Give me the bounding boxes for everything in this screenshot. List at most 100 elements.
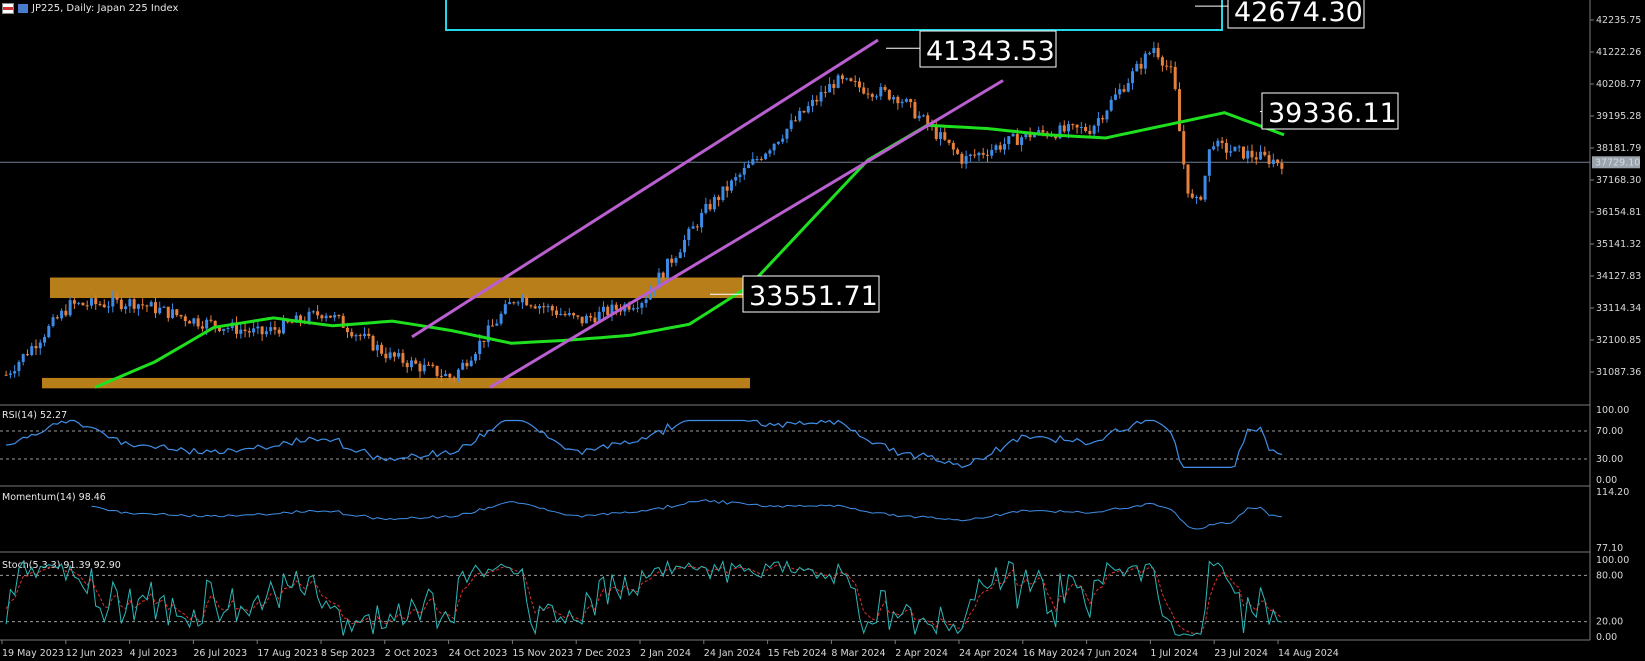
- candle-body: [25, 354, 29, 356]
- candle-body: [503, 304, 507, 314]
- candle-body: [661, 272, 665, 278]
- candle-body: [508, 302, 512, 305]
- candle-body: [555, 310, 559, 315]
- symbol-flag-icon: [2, 3, 14, 14]
- candle-body: [712, 196, 716, 210]
- time-tick-label: 17 Aug 2023: [257, 648, 318, 659]
- candle-body: [320, 315, 324, 319]
- candle-body: [486, 325, 490, 342]
- candle-body: [1152, 47, 1156, 53]
- candle-body: [1067, 124, 1071, 132]
- candle-body: [1088, 130, 1092, 134]
- price-tick-label: 36154.81: [1596, 207, 1641, 218]
- stochastic-panel[interactable]: 100.00 80.00 20.00 0.00 Stoch(5,3,3) 91.39 9…: [0, 555, 1629, 643]
- candle-body: [1233, 146, 1237, 152]
- candle-body: [499, 313, 503, 324]
- rsi-panel[interactable]: 100.00 70.00 30.00 0.00 RSI(14) 52.27: [0, 405, 1629, 486]
- chart-type-icon[interactable]: [18, 4, 28, 13]
- stoch-level-label: 80.00: [1596, 570, 1623, 581]
- candle-body: [1058, 125, 1062, 139]
- momentum-panel[interactable]: Momentum(14) 98.46 114.20 77.10: [2, 487, 1629, 554]
- candle-body: [840, 75, 844, 80]
- time-tick-label: 1 Jul 2024: [1150, 648, 1198, 659]
- candle-body: [1139, 63, 1143, 69]
- ma-level-callout-label: 39336.11: [1268, 98, 1397, 129]
- candle-body: [849, 78, 853, 81]
- candle-body: [580, 316, 584, 324]
- high-callout-label: 42674.30: [1234, 0, 1363, 28]
- candle-body: [55, 317, 59, 319]
- candle-body: [1241, 146, 1245, 159]
- time-tick-label: 7 Jun 2024: [1087, 648, 1138, 659]
- candle-body: [546, 306, 550, 308]
- candle-body: [324, 315, 328, 319]
- candle-body: [1032, 134, 1036, 138]
- stoch-level-label: 20.00: [1596, 617, 1623, 628]
- candle-body: [316, 311, 320, 316]
- candle-body: [341, 315, 345, 328]
- candle-body: [469, 360, 473, 367]
- candle-body: [1101, 118, 1105, 120]
- candle-body: [1160, 57, 1164, 66]
- march-peak-callout-box: [919, 30, 1057, 68]
- candle-body: [998, 145, 1002, 150]
- channel-lower-line: [489, 79, 1004, 389]
- candle-body: [533, 306, 537, 309]
- candle-body: [631, 308, 635, 310]
- candle-body: [81, 302, 85, 306]
- candle-body: [1109, 99, 1113, 111]
- candle-body: [968, 154, 972, 157]
- candle-body: [461, 362, 465, 370]
- price-tick-label: 35141.32: [1596, 239, 1641, 250]
- time-tick-label: 2 Jan 2024: [640, 648, 691, 659]
- candle-body: [1263, 151, 1267, 156]
- candle-body: [128, 299, 132, 307]
- candle-body: [734, 177, 738, 181]
- candle-body: [683, 239, 687, 253]
- candle-body: [1084, 127, 1088, 131]
- time-tick-label: 8 Mar 2024: [831, 648, 885, 659]
- candle-body: [610, 304, 614, 316]
- candle-body: [196, 318, 200, 327]
- candle-body: [269, 327, 273, 332]
- candle-body: [1224, 142, 1228, 153]
- candle-body: [401, 353, 405, 363]
- candle-body: [388, 352, 392, 359]
- candle-body: [1003, 143, 1007, 150]
- candle-body: [934, 125, 938, 139]
- candle-body: [8, 373, 12, 375]
- candle-body: [1126, 83, 1130, 92]
- price-tick-label: 39195.28: [1596, 111, 1641, 122]
- candle-body: [691, 226, 695, 229]
- stoch-level-label: 0.00: [1596, 632, 1617, 643]
- candle-body: [542, 306, 546, 308]
- candle-body: [482, 340, 486, 342]
- symbol-title: JP225, Daily: Japan 225 Index: [32, 3, 179, 14]
- candle-body: [973, 154, 977, 156]
- candle-body: [209, 319, 213, 321]
- candle-body: [845, 78, 849, 80]
- candle-body: [30, 346, 34, 356]
- candle-body: [866, 93, 870, 95]
- candle-body: [1271, 159, 1275, 164]
- candle-body: [89, 298, 93, 306]
- candle-body: [456, 369, 460, 379]
- candle-body: [179, 315, 183, 317]
- candle-body: [1135, 63, 1139, 72]
- candle-body: [764, 153, 768, 160]
- candle-body: [222, 328, 226, 331]
- candle-body: [115, 296, 119, 300]
- support-callout-label: 33551.71: [749, 281, 878, 312]
- candle-body: [418, 363, 422, 372]
- candle-body: [964, 156, 968, 164]
- candle-body: [1212, 146, 1216, 150]
- candle-body: [550, 306, 554, 311]
- candle-body: [1237, 146, 1241, 148]
- ma-level-callout-box: [1261, 92, 1399, 130]
- candle-body: [1182, 131, 1186, 165]
- time-tick-label: 26 Jul 2023: [193, 648, 247, 659]
- price-panel[interactable]: 42674.30 41343.53 39336.11 33551.71: [0, 0, 1590, 389]
- candle-body: [789, 120, 793, 129]
